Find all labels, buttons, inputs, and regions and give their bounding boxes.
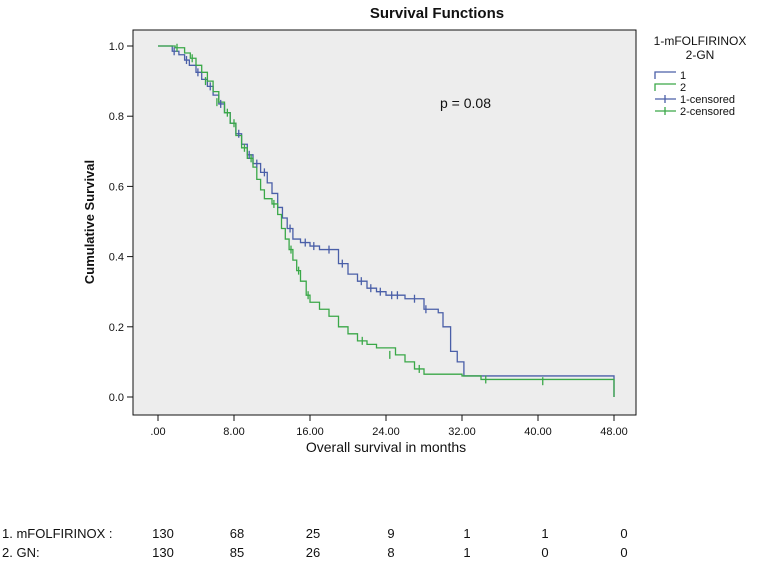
legend-label: 1-censored — [680, 94, 735, 106]
plot-area — [132, 29, 637, 416]
series-2-line — [158, 45, 615, 397]
risk-value: 68 — [229, 526, 245, 541]
y-tick-label: 0.4 — [109, 252, 124, 264]
risk-row-label: 2. GN: — [2, 545, 40, 560]
legend-label: 2-censored — [680, 106, 735, 118]
x-tick-label: 16.00 — [296, 426, 324, 438]
censor-marks — [173, 43, 544, 386]
risk-value: 25 — [305, 526, 321, 541]
risk-value: 1 — [463, 545, 471, 560]
y-axis-label: Cumulative Survival — [82, 160, 97, 284]
x-tick-label: 32.00 — [448, 426, 476, 438]
risk-value: 0 — [541, 545, 549, 560]
risk-value: 85 — [229, 545, 245, 560]
risk-value: 8 — [387, 545, 395, 560]
legend-line-2 — [654, 83, 676, 91]
legend-label: 1 — [680, 70, 686, 82]
risk-value: 9 — [387, 526, 395, 541]
risk-row-label: 1. mFOLFIRINOX : — [2, 526, 113, 541]
legend: 1-mFOLFIRINOX 2-GN 121-censored2-censore… — [654, 34, 747, 118]
series-lines — [158, 45, 615, 397]
risk-table-row-1: 1. mFOLFIRINOX : 130 68 25 9 1 1 0 — [0, 526, 768, 544]
chart-title: Survival Functions — [370, 5, 504, 22]
risk-value: 0 — [620, 526, 628, 541]
x-tick-label: .00 — [150, 426, 165, 438]
x-tick-label: 40.00 — [524, 426, 552, 438]
risk-value: 0 — [620, 545, 628, 560]
risk-value: 130 — [152, 545, 174, 560]
risk-table-row-2: 2. GN: 130 85 26 8 1 0 0 — [0, 545, 768, 563]
legend-line-1 — [654, 71, 676, 79]
risk-value: 1 — [541, 526, 549, 541]
x-tick-label: 48.00 — [600, 426, 628, 438]
legend-title-line1: 1-mFOLFIRINOX — [654, 34, 747, 48]
y-tick-label: 0.8 — [109, 111, 124, 123]
risk-value: 130 — [152, 526, 174, 541]
x-axis-label: Overall survival in months — [306, 439, 466, 455]
p-value-annotation: p = 0.08 — [440, 95, 491, 111]
x-tick-label: 24.00 — [372, 426, 400, 438]
survival-chart: Survival Functions .00 8.00 16.00 24.00 32.0… — [82, 5, 747, 455]
legend-title-line2: 2-GN — [686, 48, 715, 62]
y-tick-label: 0.6 — [109, 181, 124, 193]
y-tick-label: 0.0 — [109, 392, 124, 404]
x-tick-label: 8.00 — [223, 426, 244, 438]
risk-value: 26 — [305, 545, 321, 560]
risk-value: 1 — [463, 526, 471, 541]
legend-label: 2 — [680, 82, 686, 94]
axes: .00 8.00 16.00 24.00 32.00 40.00 48.00 0.0 0.2 0.… — [109, 41, 628, 438]
y-tick-label: 1.0 — [109, 41, 124, 53]
y-tick-label: 0.2 — [109, 322, 124, 334]
